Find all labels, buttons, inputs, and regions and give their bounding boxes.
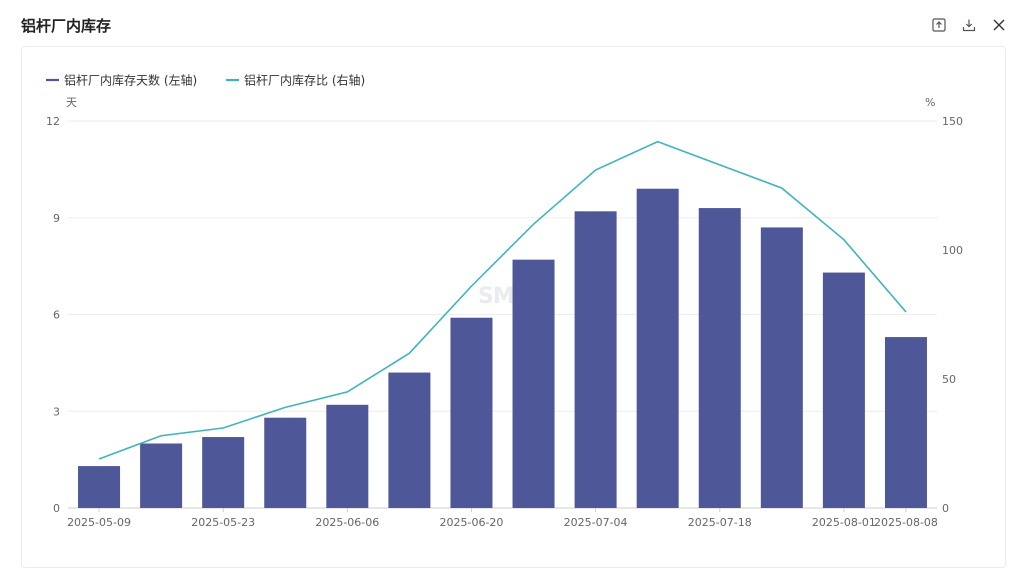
bar bbox=[822, 272, 865, 508]
series-line bbox=[98, 140, 907, 460]
export-icon[interactable] bbox=[928, 14, 950, 36]
y-right-tick-label: 50 bbox=[942, 373, 956, 386]
legend-label[interactable]: 铝杆厂内库存天数 (左轴) bbox=[64, 73, 197, 88]
bar bbox=[698, 208, 741, 508]
header-toolbar bbox=[928, 14, 1010, 36]
y-left-tick-label: 6 bbox=[53, 309, 60, 322]
bar bbox=[574, 211, 617, 509]
x-tick-label: 2025-06-20 bbox=[439, 516, 503, 529]
bar bbox=[760, 227, 803, 509]
window-title: 铝杆厂内库存 bbox=[21, 17, 112, 35]
y-right-unit: % bbox=[925, 96, 935, 109]
bar bbox=[512, 259, 555, 508]
bar bbox=[140, 443, 183, 508]
x-tick-label: 2025-06-06 bbox=[315, 516, 379, 529]
bar-series bbox=[78, 188, 927, 509]
bar bbox=[326, 404, 369, 508]
y-right-tick-label: 0 bbox=[942, 502, 949, 515]
bar bbox=[78, 466, 121, 508]
x-tick-label: 2025-05-09 bbox=[67, 516, 131, 529]
close-icon[interactable] bbox=[988, 14, 1010, 36]
x-tick-label: 2025-05-23 bbox=[191, 516, 255, 529]
bar bbox=[388, 372, 431, 508]
y-right-tick-label: 150 bbox=[942, 115, 963, 128]
bar bbox=[264, 417, 307, 508]
legend[interactable]: 铝杆厂内库存天数 (左轴) 铝杆厂内库存比 (右轴) bbox=[46, 73, 365, 88]
y-left-tick-label: 9 bbox=[53, 212, 60, 225]
y-left-tick-label: 0 bbox=[53, 502, 60, 515]
y-left-tick-label: 12 bbox=[46, 115, 60, 128]
bar bbox=[884, 337, 927, 508]
grid-lines bbox=[68, 120, 937, 509]
bar bbox=[450, 317, 493, 508]
x-tick-label: 2025-08-08 bbox=[874, 516, 938, 529]
axes: 0 3 6 9 12 0 50 100 150 天 % 2025-05-09 2025-05-23 202… bbox=[46, 96, 963, 529]
download-icon[interactable] bbox=[958, 14, 980, 36]
y-right-tick-label: 100 bbox=[942, 244, 963, 257]
line-series bbox=[98, 140, 907, 460]
y-left-unit: 天 bbox=[66, 96, 77, 109]
bar bbox=[636, 188, 679, 508]
x-tick-label: 2025-07-18 bbox=[688, 516, 752, 529]
bar bbox=[202, 437, 245, 508]
legend-label[interactable]: 铝杆厂内库存比 (右轴) bbox=[244, 73, 365, 88]
x-tick-label: 2025-08-01 bbox=[812, 516, 876, 529]
y-left-tick-label: 3 bbox=[53, 405, 60, 418]
x-tick-label: 2025-07-04 bbox=[564, 516, 628, 529]
